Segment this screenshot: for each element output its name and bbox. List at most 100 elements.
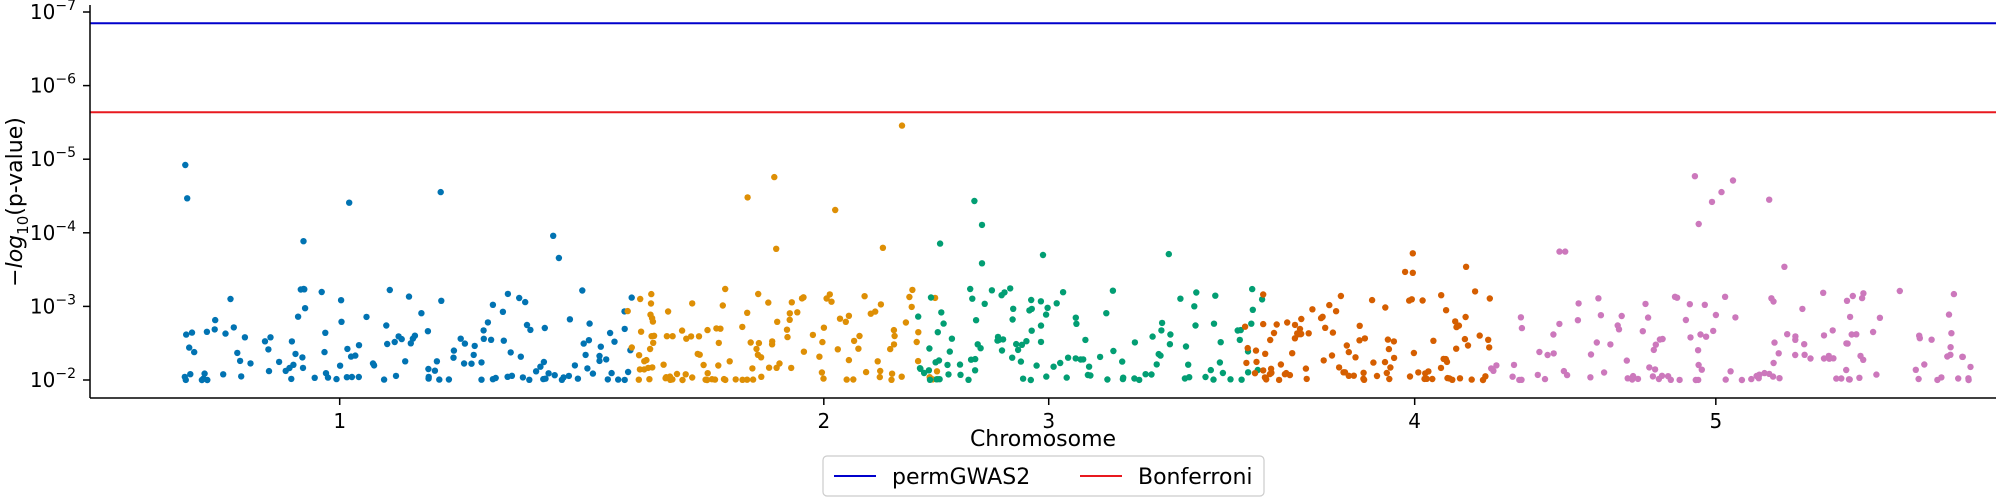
point-chr-3 [967, 356, 975, 363]
point-chr-5 [1781, 263, 1788, 270]
point-chr-4 [1345, 348, 1353, 356]
point-chr-2 [628, 344, 635, 351]
point-chr-4 [1406, 297, 1413, 304]
point-chr-2 [909, 286, 916, 294]
point-chr-1 [301, 305, 309, 312]
point-chr-5 [1574, 317, 1582, 324]
point-chr-5 [1912, 366, 1920, 373]
point-chr-1 [288, 338, 296, 345]
point-chr-5 [1722, 376, 1729, 383]
point-chr-2 [816, 353, 823, 360]
point-chr-2 [711, 376, 719, 383]
point-chr-3 [1227, 376, 1234, 383]
point-chr-2 [755, 339, 763, 347]
point-chr-3 [1249, 285, 1256, 293]
point-chr-3 [1057, 359, 1064, 367]
point-chr-2 [877, 367, 884, 375]
point-chr-2 [879, 244, 887, 251]
point-chr-4 [1244, 344, 1251, 352]
point-chr-1 [425, 373, 432, 381]
point-chr-5 [1534, 371, 1542, 379]
y-tick-base: 10 [30, 74, 55, 98]
point-chr-2 [820, 324, 828, 331]
point-chr-4 [1260, 291, 1267, 298]
point-chr-1 [346, 199, 353, 206]
point-chr-1 [621, 325, 628, 333]
point-chr-5 [1671, 293, 1679, 300]
y-tick-label: 10−7 [30, 0, 76, 24]
point-chr-5 [1801, 341, 1808, 348]
point-chr-2 [898, 373, 905, 380]
point-chr-1 [299, 364, 307, 372]
point-chr-1 [369, 360, 377, 367]
point-chr-2 [898, 122, 906, 129]
point-chr-2 [679, 376, 686, 384]
point-chr-1 [294, 313, 302, 320]
point-chr-5 [1950, 290, 1958, 298]
point-chr-1 [580, 340, 587, 347]
point-chr-3 [1103, 310, 1110, 317]
point-chr-5 [1649, 373, 1657, 380]
point-chr-5 [1792, 336, 1799, 343]
point-chr-1 [526, 376, 533, 383]
point-chr-3 [988, 287, 996, 294]
point-chr-5 [1556, 320, 1563, 328]
point-chr-1 [574, 375, 582, 382]
point-chr-5 [1843, 297, 1851, 304]
point-chr-5 [1652, 341, 1660, 348]
point-chr-2 [891, 332, 898, 340]
point-chr-1 [338, 318, 345, 325]
point-chr-3 [1186, 374, 1193, 381]
point-chr-5 [1784, 331, 1791, 338]
point-chr-2 [713, 325, 720, 332]
point-chr-4 [1267, 336, 1274, 344]
point-chr-3 [1237, 326, 1244, 334]
point-chr-5 [1691, 173, 1699, 180]
point-chr-1 [211, 326, 218, 333]
point-chr-2 [650, 339, 657, 346]
point-chr-2 [669, 333, 676, 340]
point-chr-5 [1792, 351, 1799, 359]
x-tick-label: 4 [1408, 409, 1421, 433]
point-chr-1 [348, 373, 356, 381]
x-axis-ticks: 1 2 3 4 5 [333, 398, 1722, 433]
point-chr-5 [1587, 351, 1595, 358]
point-chr-5 [1651, 366, 1659, 373]
point-chr-1 [182, 161, 189, 169]
point-chr-4 [1319, 313, 1326, 320]
point-chr-3 [1087, 372, 1094, 379]
point-chr-1 [395, 333, 402, 340]
point-chr-4 [1422, 370, 1429, 377]
point-chr-4 [1390, 354, 1398, 362]
point-chr-3 [1109, 287, 1117, 294]
point-chr-1 [201, 370, 208, 377]
point-chr-3 [978, 260, 986, 267]
point-chr-1 [297, 286, 304, 293]
point-chr-5 [1629, 372, 1637, 380]
point-chr-1 [522, 298, 529, 306]
point-chr-5 [1510, 361, 1518, 369]
point-chr-2 [635, 352, 643, 359]
y-tick-exponent: −6 [55, 72, 76, 88]
point-chr-3 [1238, 376, 1245, 383]
point-chr-2 [650, 332, 658, 339]
point-chr-5 [1947, 344, 1954, 351]
point-chr-1 [457, 335, 464, 342]
point-chr-1 [212, 316, 219, 324]
point-chr-2 [845, 312, 853, 319]
point-chr-1 [560, 374, 567, 381]
point-chr-2 [820, 375, 827, 382]
point-chr-4 [1409, 250, 1417, 257]
point-chr-2 [704, 370, 711, 377]
point-chr-1 [425, 365, 432, 373]
point-chr-5 [1563, 371, 1571, 379]
point-chr-1 [187, 371, 194, 378]
point-chr-4 [1468, 376, 1475, 383]
point-chr-3 [1064, 354, 1072, 361]
point-chr-5 [1843, 366, 1850, 374]
scatter-points [181, 122, 1974, 384]
point-chr-1 [438, 297, 445, 304]
point-chr-3 [1258, 296, 1266, 303]
point-chr-5 [1896, 287, 1904, 295]
point-chr-1 [182, 376, 189, 384]
